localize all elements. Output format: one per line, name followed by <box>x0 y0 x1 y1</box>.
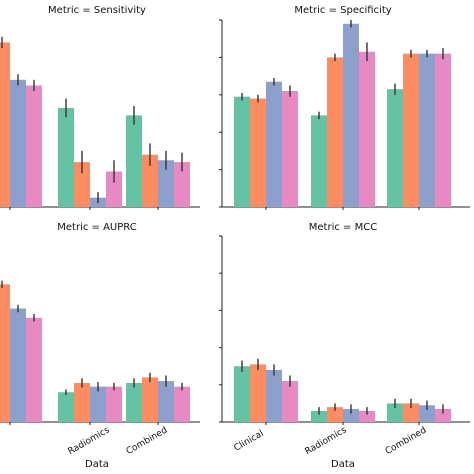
bar-combined-s2 <box>403 403 419 422</box>
bar-clinical-s2 <box>250 98 266 207</box>
x-tick-clinical-right: Clinical <box>232 429 265 454</box>
bar-radiomics-s2 <box>327 407 343 422</box>
subplot-title-auprc: Metric = AUPRC <box>57 222 136 233</box>
subplot-0 <box>0 36 200 210</box>
bar-clinical-s2 <box>0 284 10 422</box>
x-axis-label-left: Data <box>85 459 109 470</box>
bar-clinical-s3 <box>266 81 282 207</box>
bar-clinical-s1 <box>234 96 250 207</box>
bar-radiomics-s4 <box>359 51 375 207</box>
bar-combined-s4 <box>174 386 190 422</box>
subplot-3 <box>219 235 470 425</box>
bar-radiomics-s3 <box>90 386 106 422</box>
bar-clinical-s3 <box>10 79 26 207</box>
bar-radiomics-s4 <box>106 171 122 207</box>
bar-combined-s1 <box>126 115 142 207</box>
x-axis-label-right: Data <box>331 459 355 470</box>
bar-clinical-s3 <box>266 369 282 422</box>
bar-clinical-s4 <box>26 317 42 422</box>
bar-combined-s1 <box>387 89 403 207</box>
bar-radiomics-s4 <box>106 386 122 422</box>
subplot-title-specificity: Metric = Specificity <box>294 5 391 16</box>
bar-clinical-s4 <box>26 85 42 207</box>
bar-combined-s2 <box>403 53 419 207</box>
bar-radiomics-s2 <box>74 162 90 207</box>
bar-combined-s3 <box>419 53 435 207</box>
bar-combined-s2 <box>142 377 158 422</box>
bar-radiomics-s3 <box>343 23 359 207</box>
bar-radiomics-s3 <box>343 408 359 422</box>
x-tick-combined-right: Combined <box>384 426 429 458</box>
bar-combined-s2 <box>142 154 158 207</box>
bar-combined-s1 <box>126 382 142 422</box>
bar-combined-s4 <box>435 408 451 422</box>
subplot-title-mcc: Metric = MCC <box>309 222 377 233</box>
bar-combined-s4 <box>435 53 451 207</box>
subplot-title-sensitivity: Metric = Sensitivity <box>48 5 146 16</box>
bar-clinical-s2 <box>250 364 266 422</box>
subplot-2 <box>0 280 200 425</box>
x-tick-combined-left: Combined <box>125 426 170 458</box>
bar-combined-s4 <box>174 162 190 207</box>
bar-combined-s3 <box>419 405 435 422</box>
bar-combined-s3 <box>158 381 174 422</box>
bar-radiomics-s4 <box>359 410 375 422</box>
bar-radiomics-s2 <box>327 57 343 208</box>
bar-clinical-s3 <box>10 308 26 422</box>
bar-radiomics-s2 <box>74 382 90 422</box>
bar-clinical-s4 <box>282 91 298 207</box>
x-tick-radiomics-left: Radiomics <box>66 425 111 457</box>
bar-combined-s1 <box>387 403 403 422</box>
x-tick-radiomics-right: Radiomics <box>303 425 348 457</box>
bar-combined-s3 <box>158 160 174 207</box>
bar-clinical-s4 <box>282 381 298 422</box>
bar-radiomics-s1 <box>58 392 74 422</box>
bar-radiomics-s1 <box>311 410 327 422</box>
bar-radiomics-s1 <box>311 115 327 207</box>
bar-radiomics-s1 <box>58 107 74 207</box>
subplot-1 <box>219 19 470 210</box>
bar-clinical-s2 <box>0 42 10 207</box>
bar-clinical-s1 <box>234 366 250 422</box>
